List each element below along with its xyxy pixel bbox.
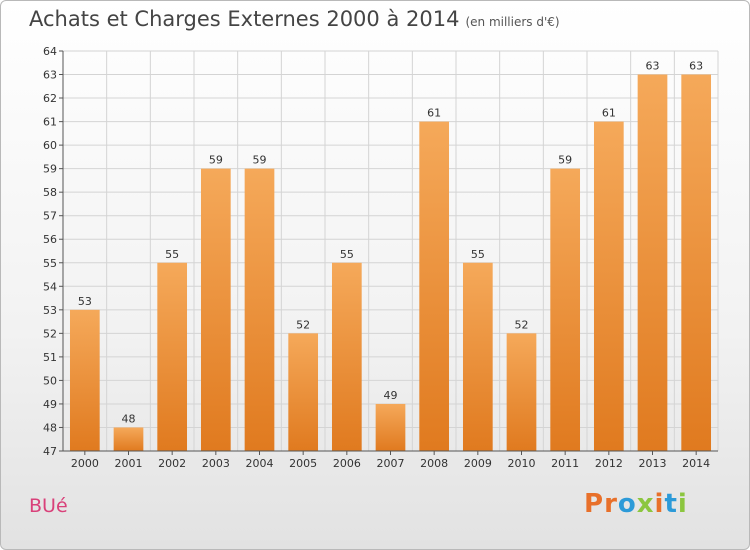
bar-value-label: 52 <box>296 318 310 331</box>
bar <box>681 74 712 451</box>
logo-letter: i <box>677 489 688 519</box>
proxiti-logo[interactable]: Proxiti <box>584 489 688 519</box>
y-tick-label: 52 <box>43 327 57 340</box>
bar <box>244 168 275 451</box>
bar-value-label: 55 <box>165 248 179 261</box>
bar <box>506 333 537 451</box>
bar-value-label: 52 <box>515 318 529 331</box>
bar <box>331 262 362 451</box>
bar-value-label: 59 <box>253 154 267 167</box>
bar-value-label: 55 <box>340 248 354 261</box>
x-tick-label: 2001 <box>115 457 143 470</box>
x-tick-label: 2012 <box>595 457 623 470</box>
y-tick-label: 51 <box>43 351 57 364</box>
y-tick-label: 48 <box>43 421 57 434</box>
bar <box>419 121 450 452</box>
bar-value-label: 63 <box>689 60 703 73</box>
x-tick-label: 2014 <box>682 457 710 470</box>
axes: 47 48 49 50 51 52 53 54 55 56 57 58 59 60 61 62 63 64 2000… <box>43 45 718 470</box>
bar-value-label: 55 <box>471 248 485 261</box>
y-tick-label: 62 <box>43 92 57 105</box>
chart-title: Achats et Charges Externes 2000 à 2014 (e… <box>29 7 560 31</box>
y-tick-label: 58 <box>43 186 57 199</box>
bar-value-label: 59 <box>558 154 572 167</box>
y-tick-label: 56 <box>43 233 57 246</box>
bar <box>462 262 493 451</box>
bar <box>69 309 100 451</box>
y-tick-label: 47 <box>43 445 57 458</box>
y-tick-label: 54 <box>43 280 57 293</box>
x-tick-label: 2010 <box>508 457 536 470</box>
logo-letter: P <box>584 489 605 519</box>
logo-letter: i <box>654 489 665 519</box>
data-labels: 53 48 55 59 59 52 55 49 61 55 52 59 61 63 63 <box>78 60 703 426</box>
y-tick-label: 49 <box>43 398 57 411</box>
bar <box>200 168 231 451</box>
bars <box>69 74 712 452</box>
bar-value-label: 63 <box>646 60 660 73</box>
bar <box>157 262 188 451</box>
x-tick-label: 2009 <box>464 457 492 470</box>
x-tick-label: 2013 <box>639 457 667 470</box>
bar <box>375 403 406 451</box>
bar <box>593 121 624 452</box>
y-tick-label: 59 <box>43 163 57 176</box>
x-tick-label: 2011 <box>551 457 579 470</box>
bar-value-label: 49 <box>384 389 398 402</box>
y-tick-label: 60 <box>43 139 57 152</box>
bar-value-label: 53 <box>78 295 92 308</box>
x-tick-label: 2008 <box>420 457 448 470</box>
logo-letter: x <box>636 489 655 519</box>
y-tick-label: 53 <box>43 304 57 317</box>
y-tick-label: 64 <box>43 45 57 58</box>
x-tick-label: 2003 <box>202 457 230 470</box>
logo-letter: t <box>664 489 678 519</box>
bar <box>550 168 581 451</box>
x-tick-label: 2007 <box>377 457 405 470</box>
x-tick-label: 2002 <box>158 457 186 470</box>
bar <box>113 427 144 451</box>
commune-name: BUé <box>29 495 68 517</box>
chart-title-text: Achats et Charges Externes 2000 à 2014 <box>29 7 460 31</box>
y-tick-label: 50 <box>43 374 57 387</box>
y-tick-label: 63 <box>43 69 57 82</box>
bar-value-label: 61 <box>427 107 441 120</box>
bar-value-label: 61 <box>602 107 616 120</box>
chart-unit: (en milliers d'€) <box>465 15 560 29</box>
logo-letter: o <box>617 489 637 519</box>
bar-value-label: 48 <box>122 412 136 425</box>
y-tick-label: 55 <box>43 257 57 270</box>
x-tick-label: 2000 <box>71 457 99 470</box>
x-tick-label: 2004 <box>246 457 274 470</box>
x-tick-label: 2005 <box>289 457 317 470</box>
bar <box>637 74 668 451</box>
y-tick-label: 57 <box>43 210 57 223</box>
x-tick-label: 2006 <box>333 457 361 470</box>
logo-letter: r <box>604 489 618 519</box>
bar-value-label: 59 <box>209 154 223 167</box>
y-tick-label: 61 <box>43 116 57 129</box>
bar <box>288 333 319 451</box>
